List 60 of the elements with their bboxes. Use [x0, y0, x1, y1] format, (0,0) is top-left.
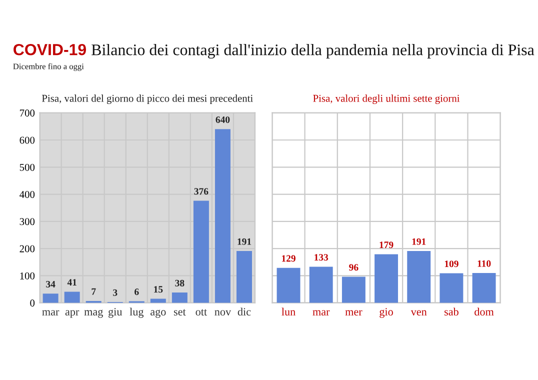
- y-tick-label: 200: [20, 245, 35, 252]
- data-label: 41: [67, 279, 76, 286]
- data-label: 179: [380, 242, 394, 248]
- y-tick-label: 600: [20, 136, 35, 144]
- chart-title: Pisa, valori del giorno di picco dei mesi precedenti: [42, 94, 253, 104]
- data-label: 376: [194, 188, 208, 195]
- bar: [440, 273, 464, 303]
- x-tick-label: set: [174, 309, 186, 316]
- text: COVID-19: [14, 44, 86, 56]
- bar: [214, 129, 230, 303]
- data-label: 7: [92, 288, 96, 295]
- x-tick-label: mar: [312, 310, 330, 316]
- x-tick-label: lug: [130, 308, 144, 318]
- y-tick-label: 700: [20, 110, 35, 117]
- bar: [172, 292, 188, 303]
- data-label: 133: [314, 254, 328, 261]
- x-tick-label: giu: [108, 308, 122, 318]
- x-tick-label: mer: [345, 310, 362, 316]
- bar: [64, 292, 80, 303]
- data-label: 34: [46, 280, 56, 288]
- bar: [472, 273, 496, 303]
- x-tick-label: gio: [380, 308, 393, 318]
- bar: [42, 294, 58, 303]
- bar: [276, 268, 300, 303]
- y-tick-label: 100: [20, 272, 35, 280]
- x-tick-label: dic: [238, 308, 251, 316]
- data-label: 6: [134, 288, 139, 296]
- data-label: 15: [154, 286, 163, 293]
- chart-title: Pisa, valori degli ultimi sette giorni: [313, 94, 460, 104]
- x-tick-label: dom: [474, 308, 494, 316]
- x-tick-label: ago: [150, 310, 166, 318]
- x-tick-label: sab: [444, 308, 458, 316]
- text: Dicembre fino a oggi: [13, 63, 84, 71]
- x-tick-label: ven: [410, 310, 427, 316]
- y-tick-label: 500: [20, 164, 35, 171]
- data-label: 640: [216, 116, 230, 124]
- data-label: 191: [238, 238, 252, 245]
- data-label: 110: [478, 260, 491, 267]
- x-tick-label: apr: [65, 310, 80, 318]
- data-label: 109: [444, 260, 458, 268]
- y-tick-label: 400: [20, 190, 35, 198]
- text: Bilancio dei contagi dall'inizio della pandemia nella provincia di Pisa: [92, 44, 534, 59]
- y-tick-label: 300: [20, 218, 35, 226]
- bar: [342, 276, 366, 303]
- bar: [374, 254, 398, 303]
- x-tick-label: lun: [282, 308, 296, 316]
- data-label: 191: [412, 238, 426, 245]
- bar: [236, 251, 252, 303]
- bar: [407, 251, 431, 303]
- bar: [309, 266, 333, 303]
- data-label: 96: [349, 264, 358, 271]
- y-tick-label: 0: [30, 300, 35, 307]
- data-label: 129: [282, 255, 296, 262]
- x-tick-label: nov: [214, 310, 232, 316]
- bar: [193, 200, 209, 303]
- data-label: 38: [175, 280, 184, 286]
- x-tick-label: mag: [84, 310, 103, 318]
- x-tick-label: ott: [196, 309, 208, 316]
- data-label: 3: [113, 289, 118, 296]
- x-tick-label: mar: [42, 310, 60, 316]
